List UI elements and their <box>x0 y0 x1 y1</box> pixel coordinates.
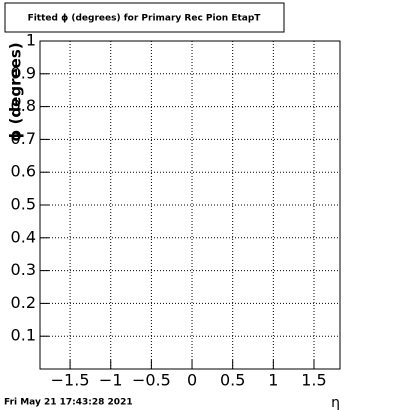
y-tick-label: 0.4 <box>11 227 36 246</box>
y-tick-label: 0.5 <box>11 195 36 214</box>
y-tick-label: 0.1 <box>11 326 36 345</box>
y-tick-label: 0.7 <box>11 129 36 148</box>
timestamp: Fri May 21 17:43:28 2021 <box>4 398 133 408</box>
y-tick-label: 0.6 <box>11 162 36 181</box>
x-tick-label: 1.5 <box>301 371 326 390</box>
x-tick-label: 1 <box>268 371 278 390</box>
y-tick-label: 0.8 <box>11 96 36 115</box>
y-tick-label: 0.2 <box>11 293 36 312</box>
x-tick-label: −1.5 <box>51 371 90 390</box>
x-tick-label: 0.5 <box>220 371 245 390</box>
x-axis-label: η <box>331 395 340 410</box>
y-tick-label: 0.9 <box>11 63 36 82</box>
title-box <box>4 2 285 33</box>
y-tick-label: 1 <box>26 31 36 50</box>
chart-title: Fitted ϕ (degrees) for Primary Rec Pion … <box>28 14 262 24</box>
x-tick-label: −1 <box>99 371 123 390</box>
x-tick-label: −0.5 <box>132 371 171 390</box>
y-tick-label: 0.3 <box>11 260 36 279</box>
y-axis-label: ϕ (degrees) <box>7 42 25 141</box>
x-tick-label: 0 <box>187 371 197 390</box>
